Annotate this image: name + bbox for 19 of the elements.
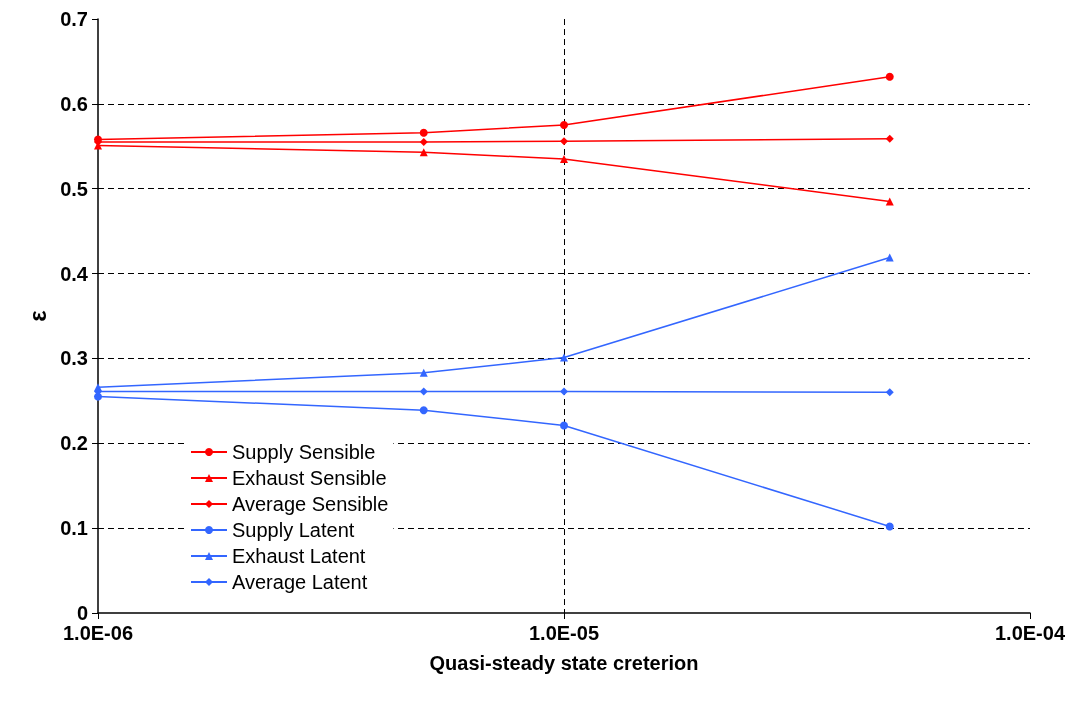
y-tick-label: 0.3 <box>60 347 88 370</box>
legend-label: Supply Sensible <box>232 441 376 463</box>
y-tick-label: 0.2 <box>60 432 88 455</box>
legend-label: Exhaust Sensible <box>232 467 387 489</box>
y-tick-label: 0.5 <box>60 177 88 200</box>
legend-label: Supply Latent <box>232 519 355 541</box>
y-tick-label: 0.7 <box>60 8 88 30</box>
x-tick-label: 1.0E-06 <box>62 622 134 644</box>
y-tick-label: 0.6 <box>60 92 88 115</box>
legend-label: Average Latent <box>232 571 368 593</box>
x-axis-title: Quasi-steady state creterion <box>429 652 699 674</box>
legend-label: Average Sensible <box>232 493 389 515</box>
y-tick-label: 0 <box>76 602 88 624</box>
x-tick-label: 1.0E-04 <box>994 622 1066 644</box>
y-tick-label: 0.1 <box>60 517 88 540</box>
x-tick-label: 1.0E-05 <box>528 622 600 644</box>
y-axis-title: ε <box>23 310 51 322</box>
legend-label: Exhaust Latent <box>232 545 366 567</box>
y-tick-label: 0.4 <box>60 262 89 285</box>
